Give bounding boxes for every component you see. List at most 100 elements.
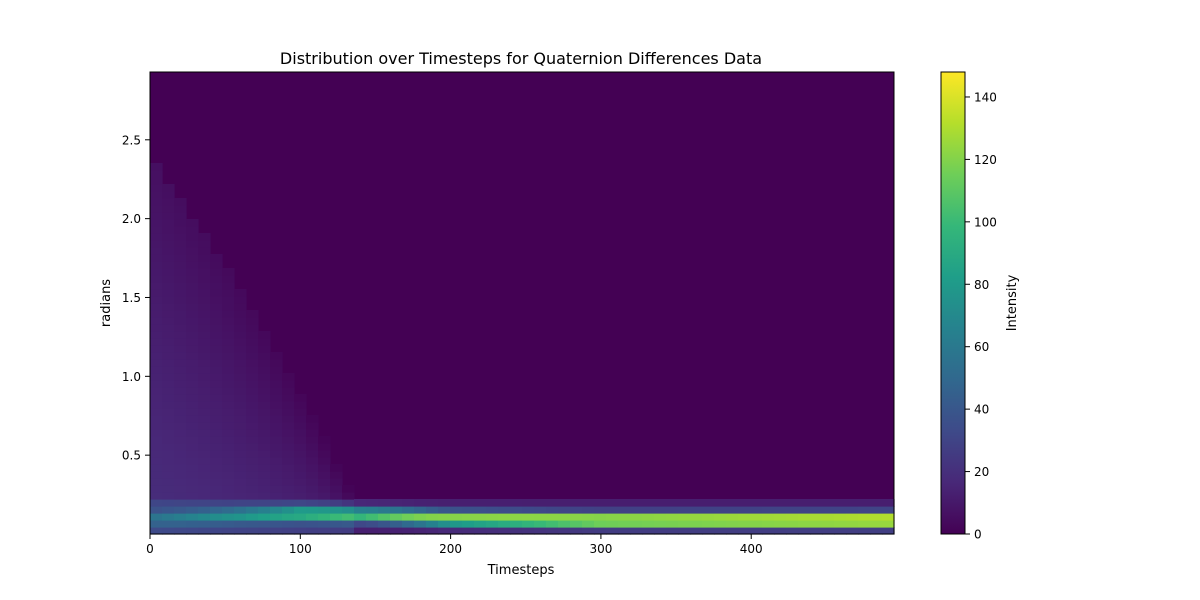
heatmap-cell	[258, 373, 271, 381]
heatmap-cell	[174, 450, 187, 458]
heatmap-cell	[318, 506, 331, 514]
heatmap-cell	[774, 506, 787, 514]
heatmap-cell	[162, 492, 175, 500]
heatmap-cell	[222, 282, 235, 290]
heatmap-cell	[258, 352, 271, 360]
heatmap-cell	[858, 513, 871, 521]
heatmap-cell	[714, 499, 727, 507]
heatmap-cell	[150, 317, 163, 325]
heatmap-cell	[234, 345, 247, 353]
heatmap-cell	[246, 317, 259, 325]
heatmap-cell	[198, 366, 211, 374]
heatmap-cell	[282, 401, 295, 409]
heatmap-cell	[282, 527, 295, 535]
heatmap-cell	[162, 471, 175, 479]
heatmap-cell	[318, 499, 331, 507]
heatmap-cell	[282, 422, 295, 430]
heatmap-cell	[198, 499, 211, 507]
heatmap-cell	[306, 443, 319, 451]
heatmap-cell	[222, 422, 235, 430]
heatmap-cell	[462, 499, 475, 507]
y-tick-label: 2.5	[122, 133, 141, 147]
heatmap-cell	[402, 499, 415, 507]
heatmap-cell	[306, 478, 319, 486]
heatmap-cell	[522, 499, 535, 507]
heatmap-cell	[858, 499, 871, 507]
heatmap-cell	[174, 247, 187, 255]
heatmap-cell	[306, 492, 319, 500]
heatmap-cell	[522, 506, 535, 514]
heatmap-cell	[702, 527, 715, 535]
heatmap-cell	[198, 457, 211, 465]
heatmap-cell	[690, 513, 703, 521]
heatmap-cell	[222, 366, 235, 374]
heatmap-cell	[702, 499, 715, 507]
heatmap-cell	[654, 506, 667, 514]
heatmap-cell	[222, 387, 235, 395]
heatmap-cell	[246, 464, 259, 472]
heatmap-cell	[234, 471, 247, 479]
heatmap-cell	[498, 520, 511, 528]
heatmap-cell	[186, 373, 199, 381]
heatmap-cell	[546, 513, 559, 521]
heatmap-cell	[282, 394, 295, 402]
heatmap-cell	[162, 338, 175, 346]
heatmap-cell	[318, 457, 331, 465]
heatmap-cell	[702, 513, 715, 521]
heatmap-cell	[414, 513, 427, 521]
heatmap-cell	[150, 373, 163, 381]
heatmap-cell	[150, 191, 163, 199]
heatmap-cell	[258, 331, 271, 339]
heatmap-cell	[270, 506, 283, 514]
heatmap-cell	[570, 513, 583, 521]
heatmap-cell	[258, 492, 271, 500]
heatmap-cell	[822, 499, 835, 507]
heatmap-cell	[234, 513, 247, 521]
heatmap-cell	[258, 422, 271, 430]
heatmap-cell	[258, 408, 271, 416]
heatmap-cell	[150, 450, 163, 458]
heatmap-cell	[642, 499, 655, 507]
heatmap-cell	[258, 415, 271, 423]
heatmap-cell	[294, 492, 307, 500]
heatmap-cell	[594, 527, 607, 535]
heatmap-cell	[210, 254, 223, 262]
heatmap-cell	[342, 492, 355, 500]
heatmap-cell	[222, 380, 235, 388]
heatmap-cells	[150, 163, 895, 535]
heatmap-cell	[210, 268, 223, 276]
heatmap-cell	[282, 471, 295, 479]
heatmap-cell	[570, 506, 583, 514]
heatmap-cell	[690, 499, 703, 507]
heatmap-cell	[390, 527, 403, 535]
heatmap-cell	[246, 352, 259, 360]
heatmap-cell	[210, 436, 223, 444]
heatmap-cell	[666, 499, 679, 507]
heatmap-cell	[210, 394, 223, 402]
heatmap-cell	[210, 457, 223, 465]
heatmap-cell	[534, 499, 547, 507]
heatmap-cell	[282, 492, 295, 500]
heatmap-cell	[186, 366, 199, 374]
colorbar-ticks: 0 20 40 60 80 100 120 140	[965, 90, 997, 542]
heatmap-cell	[414, 527, 427, 535]
heatmap-cell	[330, 471, 343, 479]
heatmap-cell	[258, 478, 271, 486]
heatmap-cell	[234, 352, 247, 360]
heatmap-cell	[234, 527, 247, 535]
heatmap-cell	[234, 324, 247, 332]
heatmap-cell	[174, 408, 187, 416]
x-axis-label: Timesteps	[487, 563, 555, 578]
heatmap-cell	[354, 499, 367, 507]
heatmap-cell	[150, 205, 163, 213]
heatmap-cell	[210, 338, 223, 346]
heatmap-cell	[222, 352, 235, 360]
heatmap-cell	[426, 520, 439, 528]
heatmap-cell	[690, 527, 703, 535]
heatmap-cell	[174, 296, 187, 304]
heatmap-cell	[282, 513, 295, 521]
heatmap-cell	[234, 443, 247, 451]
heatmap-cell	[186, 219, 199, 227]
heatmap-cell	[366, 513, 379, 521]
heatmap-cell	[222, 331, 235, 339]
